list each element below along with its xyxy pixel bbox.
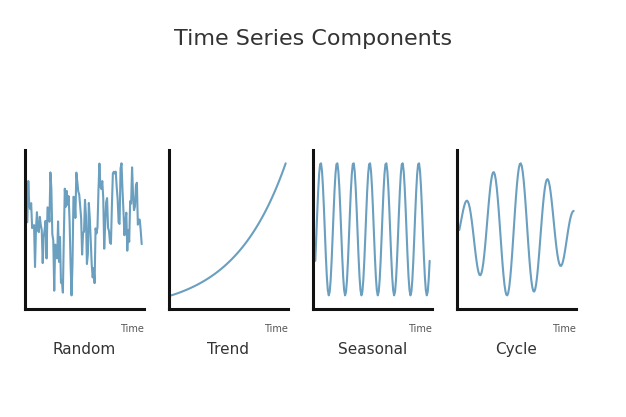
Text: Cycle: Cycle	[496, 342, 537, 357]
Text: Time Series Components: Time Series Components	[174, 29, 452, 49]
Text: Time: Time	[552, 324, 576, 334]
Text: Trend: Trend	[207, 342, 250, 357]
Text: Seasonal: Seasonal	[338, 342, 407, 357]
Text: Time: Time	[408, 324, 432, 334]
Text: Time: Time	[120, 324, 144, 334]
Text: Time: Time	[264, 324, 288, 334]
Text: Random: Random	[53, 342, 116, 357]
